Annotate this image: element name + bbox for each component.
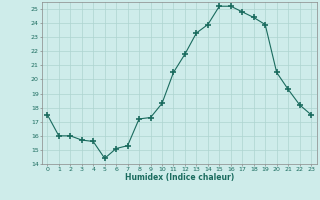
X-axis label: Humidex (Indice chaleur): Humidex (Indice chaleur) [124,173,234,182]
